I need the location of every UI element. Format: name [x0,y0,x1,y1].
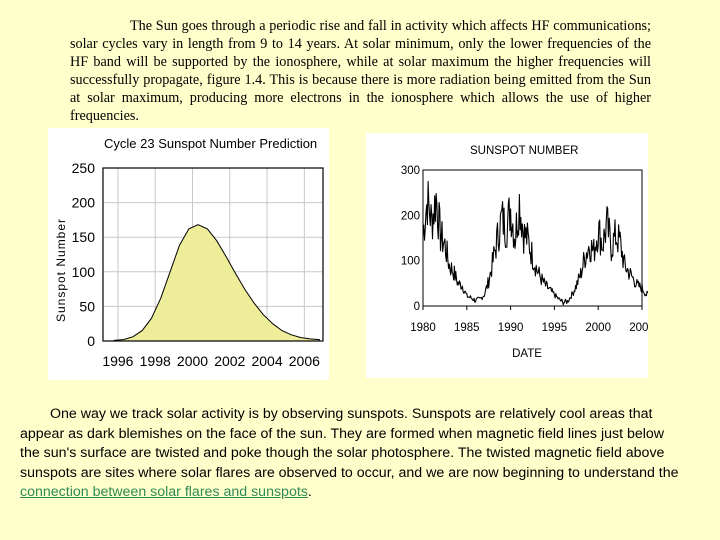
history-line-series [422,180,652,306]
history-chart: SUNSPOT NUMBER DATE 300 200 100 0 1980 1985 19… [366,133,655,378]
history-x-tick-label: 1995 [542,322,568,334]
prediction-chart-svg: Cycle 23 Sunspot Number Prediction Sunsp… [54,136,324,369]
history-y-tick-label: 0 [414,301,420,313]
prediction-x-tick-label: 2000 [177,353,208,369]
flares-sunspots-link[interactable]: connection between solar flares and suns… [20,484,308,500]
sunspot-text-end: . [307,484,312,500]
prediction-y-tick-label: 150 [72,229,96,245]
prediction-chart-title: Cycle 23 Sunspot Number Prediction [104,136,317,151]
prediction-y-tick-label: 0 [87,333,95,349]
sunspot-text: One way we track solar activity is by ob… [20,406,679,481]
intro-text: The Sun goes through a periodic rise and… [70,18,651,124]
prediction-plot-frame [102,167,324,342]
history-x-tick-label: 1980 [410,322,436,334]
history-chart-svg: SUNSPOT NUMBER DATE 300 200 100 0 1980 1985 19… [401,145,655,360]
history-x-tick-label: 1990 [498,322,524,334]
prediction-x-tick-label: 2002 [214,353,245,369]
prediction-x-tick-label: 2004 [251,353,282,369]
history-chart-title: SUNSPOT NUMBER [470,145,578,157]
prediction-x-tick-label: 1998 [140,353,171,369]
history-y-tick-label: 300 [401,165,420,177]
prediction-x-tick-label: 1996 [102,353,133,369]
sunspot-paragraph: One way we track solar activity is by ob… [20,405,682,503]
history-y-tick-label: 100 [401,256,420,268]
prediction-y-axis-label: Sunspot Number [54,218,68,322]
prediction-y-tick-label: 250 [72,160,96,176]
prediction-x-tick-label: 2006 [289,353,320,369]
history-x-tick-label: 1985 [454,322,480,334]
prediction-chart: Cycle 23 Sunspot Number Prediction Sunsp… [48,128,329,380]
history-x-axis-label: DATE [512,348,542,360]
prediction-y-tick-label: 100 [72,264,96,280]
history-x-tick-label: 2005 [629,322,648,334]
prediction-y-tick-label: 50 [79,298,95,314]
prediction-area-series [113,224,320,342]
history-x-tick-label: 2000 [585,322,611,334]
prediction-y-tick-label: 200 [72,195,96,211]
history-plot-frame [422,169,643,307]
history-y-tick-label: 200 [401,210,420,222]
intro-paragraph: The Sun goes through a periodic rise and… [70,17,651,125]
